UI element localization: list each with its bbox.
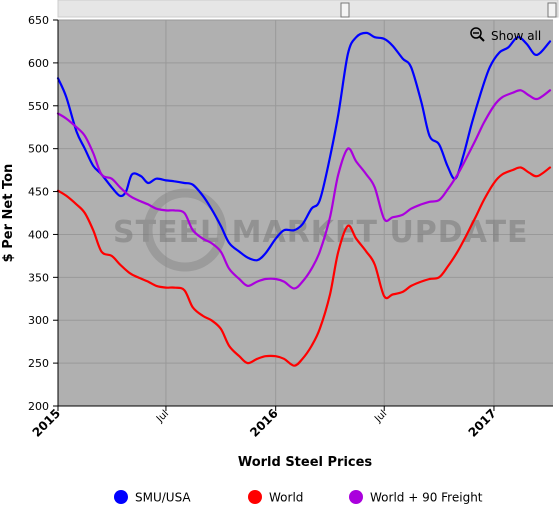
y-axis-ticks: 200 250 300 350 400 450 500 550 600 650	[28, 14, 58, 413]
legend: SMU/USA World World + 90 Freight	[114, 490, 483, 505]
navigator-right-handle[interactable]	[547, 2, 557, 18]
legend-marker	[248, 490, 262, 504]
watermark: STEEL MARKET UPDATE	[113, 188, 529, 272]
x-tick-label: Jul	[372, 408, 389, 425]
y-tick-label: 550	[28, 100, 49, 113]
plot-area	[58, 20, 553, 406]
navigator-track[interactable]	[57, 0, 559, 18]
y-tick-label: 650	[28, 14, 49, 27]
series-line-1[interactable]	[56, 166, 552, 367]
legend-item-1[interactable]: World	[248, 490, 303, 505]
y-tick-label: 600	[28, 57, 49, 70]
series-line-0[interactable]	[56, 31, 552, 262]
y-tick-label: 300	[28, 314, 49, 327]
y-tick-label: 350	[28, 271, 49, 284]
y-tick-label: 500	[28, 143, 49, 156]
series-line-2[interactable]	[56, 89, 552, 290]
y-axis-title: $ Per Net Ton	[1, 164, 16, 263]
x-axis-title: World Steel Prices	[238, 455, 373, 470]
y-tick-label: 250	[28, 357, 49, 370]
y-tick-label: 450	[28, 186, 49, 199]
watermark-text: STEEL MARKET UPDATE	[113, 215, 529, 250]
zoom-out-icon-handle	[479, 36, 485, 42]
legend-label: SMU/USA	[135, 491, 191, 505]
zoom-out-icon	[470, 27, 482, 39]
x-tick-label: 2016	[247, 406, 281, 440]
x-tick-label: Jul	[154, 408, 171, 425]
legend-marker	[349, 490, 363, 504]
show-all-button[interactable]: Show all	[470, 27, 541, 43]
series-lines	[56, 31, 552, 367]
legend-item-2[interactable]: World + 90 Freight	[349, 490, 483, 505]
x-axis-ticks: 2015 Jul 2016 Jul 2017	[30, 406, 499, 440]
y-tick-label: 200	[28, 400, 49, 413]
legend-item-0[interactable]: SMU/USA	[114, 490, 191, 505]
navigator-left-handle[interactable]	[340, 2, 350, 18]
x-tick-label: 2017	[466, 406, 500, 440]
y-tick-label: 400	[28, 228, 49, 241]
legend-marker	[114, 490, 128, 504]
show-all-label: Show all	[491, 29, 541, 43]
legend-label: World + 90 Freight	[370, 491, 483, 505]
legend-label: World	[269, 491, 303, 505]
